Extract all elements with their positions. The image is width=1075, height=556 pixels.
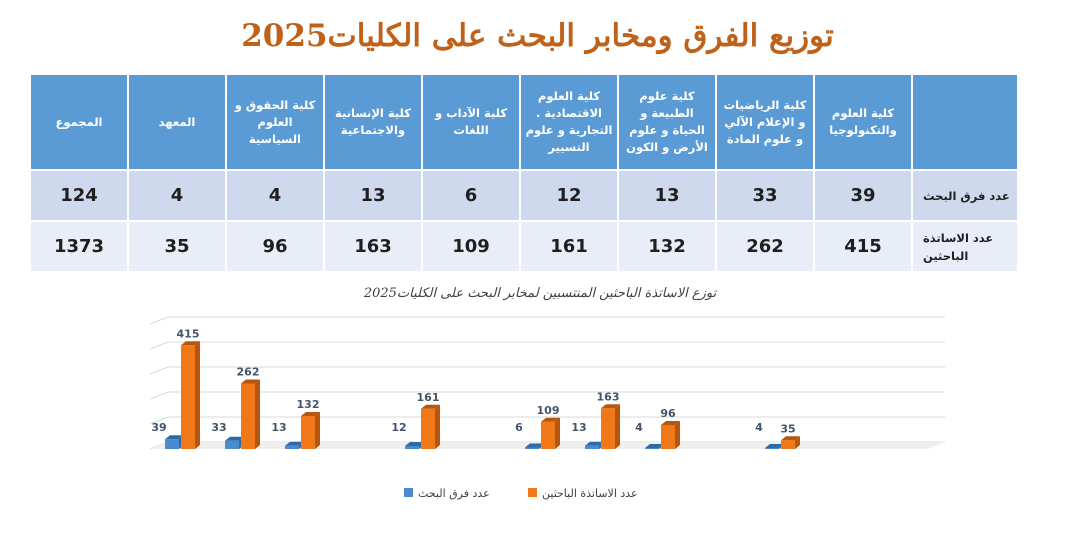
chart-title: توزع الاساتذة الباحثين المنتسبين لمخابر … [363, 286, 718, 301]
table-cell: 161 [519, 220, 619, 273]
bar-researchers [421, 404, 440, 449]
row-label: عدد الاساتذة الباحثين [911, 220, 1019, 273]
table-cell: 415 [813, 220, 913, 273]
legend-label-researchers: عدد الاساتذة الباحثين [542, 487, 638, 500]
table-cell: 13 [323, 169, 423, 222]
chart-legend: عدد الاساتذة الباحثين عدد فرق البحث [404, 487, 638, 500]
table-cell: 13 [617, 169, 717, 222]
table-cell: 132 [617, 220, 717, 273]
table-cell: 39 [813, 169, 913, 222]
table-cell: 6 [421, 169, 521, 222]
column-header: المعهد [127, 73, 227, 171]
grid-line [149, 341, 945, 350]
grid-line [149, 366, 945, 375]
table-cell: 12 [519, 169, 619, 222]
data-label-teams: 12 [391, 421, 406, 434]
data-label-researchers: 163 [597, 390, 620, 403]
column-header: كلية الإنسانية والاجتماعية [323, 73, 423, 171]
column-header: كلية الرياضيات و الإعلام الآلي و علوم ال… [715, 73, 815, 171]
data-label-teams: 13 [571, 421, 586, 434]
data-label-teams: 6 [515, 421, 523, 434]
data-label-teams: 39 [151, 421, 166, 434]
table-cell: 96 [225, 220, 325, 273]
bar-researchers [781, 436, 800, 449]
table-cell: 35 [127, 220, 227, 273]
row-label: عدد فرق البحث [911, 169, 1019, 222]
legend-label-teams: عدد فرق البحث [418, 487, 490, 500]
bar-researchers [601, 404, 620, 449]
bar-researchers [301, 412, 320, 449]
table-cell: 4 [127, 169, 227, 222]
table-cell: 262 [715, 220, 815, 273]
column-header: كلية علوم الطبيعة و الحياة و علوم الأرض … [617, 73, 717, 171]
grid-line [149, 391, 945, 400]
legend-swatch-teams [404, 488, 413, 497]
table-cell: 4 [225, 169, 325, 222]
data-label-researchers: 415 [177, 327, 200, 340]
data-label-researchers: 161 [417, 391, 440, 404]
faculty-table: كلية العلوم والتكنولوجيا كلية الرياضيات … [29, 73, 1019, 273]
bar-researchers [541, 417, 560, 449]
bars: 39 415 33 262 13 132 12 161 6 109 13 163 4 96 4 35 [151, 327, 800, 449]
data-label-teams: 33 [211, 421, 226, 434]
table-row: عدد الاساتذة الباحثين 415 262 132 161 10… [29, 220, 1019, 273]
table-row: عدد فرق البحث 39 33 13 12 6 13 4 4 124 [29, 169, 1019, 222]
column-header: كلية العلوم الاقتصادية . التجارية و علوم… [519, 73, 619, 171]
column-header: كلية العلوم والتكنولوجيا [813, 73, 913, 171]
data-label-teams: 4 [755, 421, 763, 434]
table-cell: 109 [421, 220, 521, 273]
bar-researchers [661, 421, 680, 449]
data-label-teams: 4 [635, 421, 643, 434]
page-title: توزيع الفرق ومخابر البحث على الكليات2025 [241, 18, 834, 54]
column-header: كلية الحقوق و العلوم السياسية [225, 73, 325, 171]
column-header: المجموع [29, 73, 129, 171]
grid-line [149, 316, 945, 325]
data-label-researchers: 96 [660, 407, 676, 420]
table-cell: 163 [323, 220, 423, 273]
table-corner-cell [911, 73, 1019, 171]
table-cell: 33 [715, 169, 815, 222]
data-label-researchers: 132 [297, 398, 320, 411]
legend-swatch-researchers [528, 488, 537, 497]
bar-researchers [181, 341, 200, 449]
grid-line [149, 416, 945, 425]
data-label-researchers: 35 [780, 422, 795, 435]
bar-researchers [241, 379, 260, 449]
researchers-bar-chart: توزع الاساتذة الباحثين المنتسبين لمخابر … [149, 286, 945, 500]
table-header-row: كلية العلوم والتكنولوجيا كلية الرياضيات … [29, 73, 1019, 171]
table-cell: 1373 [29, 220, 129, 273]
data-label-researchers: 109 [537, 404, 560, 417]
column-header: كلية الآداب و اللغات [421, 73, 521, 171]
data-label-teams: 13 [271, 421, 286, 434]
data-label-researchers: 262 [237, 366, 260, 379]
table-cell: 124 [29, 169, 129, 222]
